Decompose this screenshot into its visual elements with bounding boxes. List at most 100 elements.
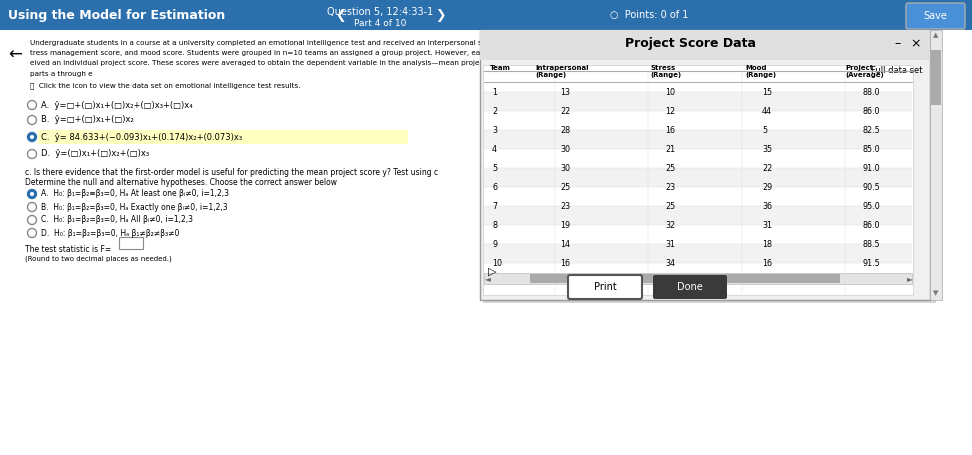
Text: 4: 4 [492, 145, 497, 154]
FancyBboxPatch shape [0, 30, 972, 455]
Text: D.  H₀: β₁=β₂=β₃=0, Hₐ β₁≠β₂≠β₃≠0: D. H₀: β₁=β₂=β₃=0, Hₐ β₁≠β₂≠β₃≠0 [41, 228, 180, 238]
FancyBboxPatch shape [483, 30, 936, 303]
Text: B.  H₀: β₁=β₂=β₃=0, Hₐ Exactly one βᵢ≠0, i=1,2,3: B. H₀: β₁=β₂=β₃=0, Hₐ Exactly one βᵢ≠0, … [41, 202, 227, 212]
Text: 30: 30 [560, 145, 570, 154]
Text: 86.0: 86.0 [862, 107, 880, 116]
Text: tress management score, and mood score. Students were grouped in n=10 teams an a: tress management score, and mood score. … [30, 50, 533, 56]
Text: 18: 18 [762, 240, 772, 249]
Text: Using the Model for Estimation: Using the Model for Estimation [8, 9, 226, 21]
Text: ○  Points: 0 of 1: ○ Points: 0 of 1 [610, 10, 688, 20]
FancyBboxPatch shape [568, 275, 642, 299]
Text: 14: 14 [560, 240, 570, 249]
Text: 44: 44 [762, 107, 772, 116]
Text: Save: Save [923, 11, 947, 21]
Text: A.  ŷ=□+(□)x₁+(□)x₂+(□)x₃+(□)x₄: A. ŷ=□+(□)x₁+(□)x₂+(□)x₃+(□)x₄ [41, 101, 192, 110]
Text: 88.0: 88.0 [862, 88, 880, 97]
Text: 95.0: 95.0 [862, 202, 880, 211]
FancyBboxPatch shape [484, 168, 912, 187]
Text: Determine the null and alternative hypotheses. Choose the correct answer below: Determine the null and alternative hypot… [25, 178, 337, 187]
FancyBboxPatch shape [0, 0, 972, 30]
Text: 91.5: 91.5 [862, 259, 880, 268]
Text: 13: 13 [560, 88, 570, 97]
FancyBboxPatch shape [38, 130, 408, 144]
Text: 36: 36 [762, 202, 772, 211]
Text: Print: Print [594, 282, 616, 292]
Text: 32: 32 [665, 221, 676, 230]
Text: 23: 23 [665, 183, 676, 192]
Text: Undergraduate students in a course at a university completed an emotional intell: Undergraduate students in a course at a … [30, 40, 505, 46]
Text: ►: ► [907, 274, 913, 283]
Text: 23: 23 [560, 202, 571, 211]
Text: 34: 34 [665, 259, 675, 268]
Text: ❮: ❮ [334, 9, 345, 21]
Text: 31: 31 [665, 240, 675, 249]
Text: Team: Team [490, 65, 511, 71]
Text: 25: 25 [665, 164, 676, 173]
Circle shape [30, 192, 34, 196]
Text: 82.5: 82.5 [862, 126, 880, 135]
Text: Done: Done [677, 282, 703, 292]
Text: C.  H₀: β₁=β₂=β₃=0, Hₐ All βᵢ≠0, i=1,2,3: C. H₀: β₁=β₂=β₃=0, Hₐ All βᵢ≠0, i=1,2,3 [41, 216, 193, 224]
FancyBboxPatch shape [483, 65, 913, 295]
Text: 6: 6 [492, 183, 497, 192]
Circle shape [27, 189, 37, 198]
Text: Mood
(Range): Mood (Range) [745, 65, 776, 78]
Text: 25: 25 [560, 183, 571, 192]
FancyBboxPatch shape [484, 244, 912, 263]
Text: 3: 3 [492, 126, 497, 135]
Text: c. Is there evidence that the first-order model is useful for predicting the mea: c. Is there evidence that the first-orde… [25, 168, 438, 177]
Text: 22: 22 [560, 107, 571, 116]
Text: ❯: ❯ [434, 9, 445, 21]
FancyBboxPatch shape [653, 275, 727, 299]
Text: 12: 12 [665, 107, 676, 116]
Text: 16: 16 [665, 126, 675, 135]
Circle shape [27, 132, 37, 142]
Text: 15: 15 [762, 88, 772, 97]
Text: 31: 31 [762, 221, 772, 230]
Text: ◄: ◄ [485, 274, 491, 283]
Text: 19: 19 [560, 221, 571, 230]
Text: 7: 7 [492, 202, 497, 211]
Circle shape [27, 150, 37, 158]
Text: 10: 10 [665, 88, 675, 97]
Text: parts a through e: parts a through e [30, 71, 92, 77]
Text: 21: 21 [665, 145, 676, 154]
Text: ▲: ▲ [933, 32, 939, 38]
Text: 2: 2 [492, 107, 497, 116]
Text: 22: 22 [762, 164, 772, 173]
Text: 35: 35 [762, 145, 772, 154]
Circle shape [30, 135, 34, 139]
Text: ×: × [911, 37, 921, 51]
FancyBboxPatch shape [484, 206, 912, 225]
Text: 91.0: 91.0 [862, 164, 880, 173]
FancyBboxPatch shape [484, 92, 912, 111]
Text: Part 4 of 10: Part 4 of 10 [354, 19, 406, 27]
Text: D.  ŷ=(□)x₁+(□)x₂+(□)x₃: D. ŷ=(□)x₁+(□)x₂+(□)x₃ [41, 150, 149, 158]
FancyBboxPatch shape [484, 273, 912, 284]
Text: 1: 1 [492, 88, 497, 97]
Text: 25: 25 [665, 202, 676, 211]
FancyBboxPatch shape [480, 30, 930, 60]
Text: A.  H₀: β₁=β₂≡β₃=0, Hₐ At least one βᵢ≠0, i=1,2,3: A. H₀: β₁=β₂≡β₃=0, Hₐ At least one βᵢ≠0,… [41, 189, 229, 198]
Text: 8: 8 [492, 221, 497, 230]
Text: –: – [895, 37, 901, 51]
FancyBboxPatch shape [530, 274, 840, 283]
Circle shape [27, 116, 37, 125]
FancyBboxPatch shape [906, 3, 965, 29]
Text: C.  ŷ= 84.633+(−0.093)x₁+(0.174)x₂+(0.073)x₃: C. ŷ= 84.633+(−0.093)x₁+(0.174)x₂+(0.073… [41, 132, 242, 142]
Text: ▷: ▷ [488, 267, 497, 277]
FancyBboxPatch shape [480, 30, 930, 300]
Text: 5: 5 [492, 164, 497, 173]
Text: 85.0: 85.0 [862, 145, 880, 154]
Text: The test statistic is F=: The test statistic is F= [25, 245, 111, 254]
Text: ←: ← [8, 46, 22, 64]
Text: (Round to two decimal places as needed.): (Round to two decimal places as needed.) [25, 255, 172, 262]
Text: Full data set: Full data set [871, 66, 922, 75]
Text: B.  ŷ=□+(□)x₁+(□)x₂: B. ŷ=□+(□)x₁+(□)x₂ [41, 116, 134, 125]
Text: eived an individual project score. These scores were averaged to obtain the depe: eived an individual project score. These… [30, 60, 510, 66]
Text: 88.5: 88.5 [862, 240, 880, 249]
Text: 16: 16 [762, 259, 772, 268]
Text: 5: 5 [762, 126, 767, 135]
Circle shape [27, 101, 37, 110]
Text: 9: 9 [492, 240, 497, 249]
